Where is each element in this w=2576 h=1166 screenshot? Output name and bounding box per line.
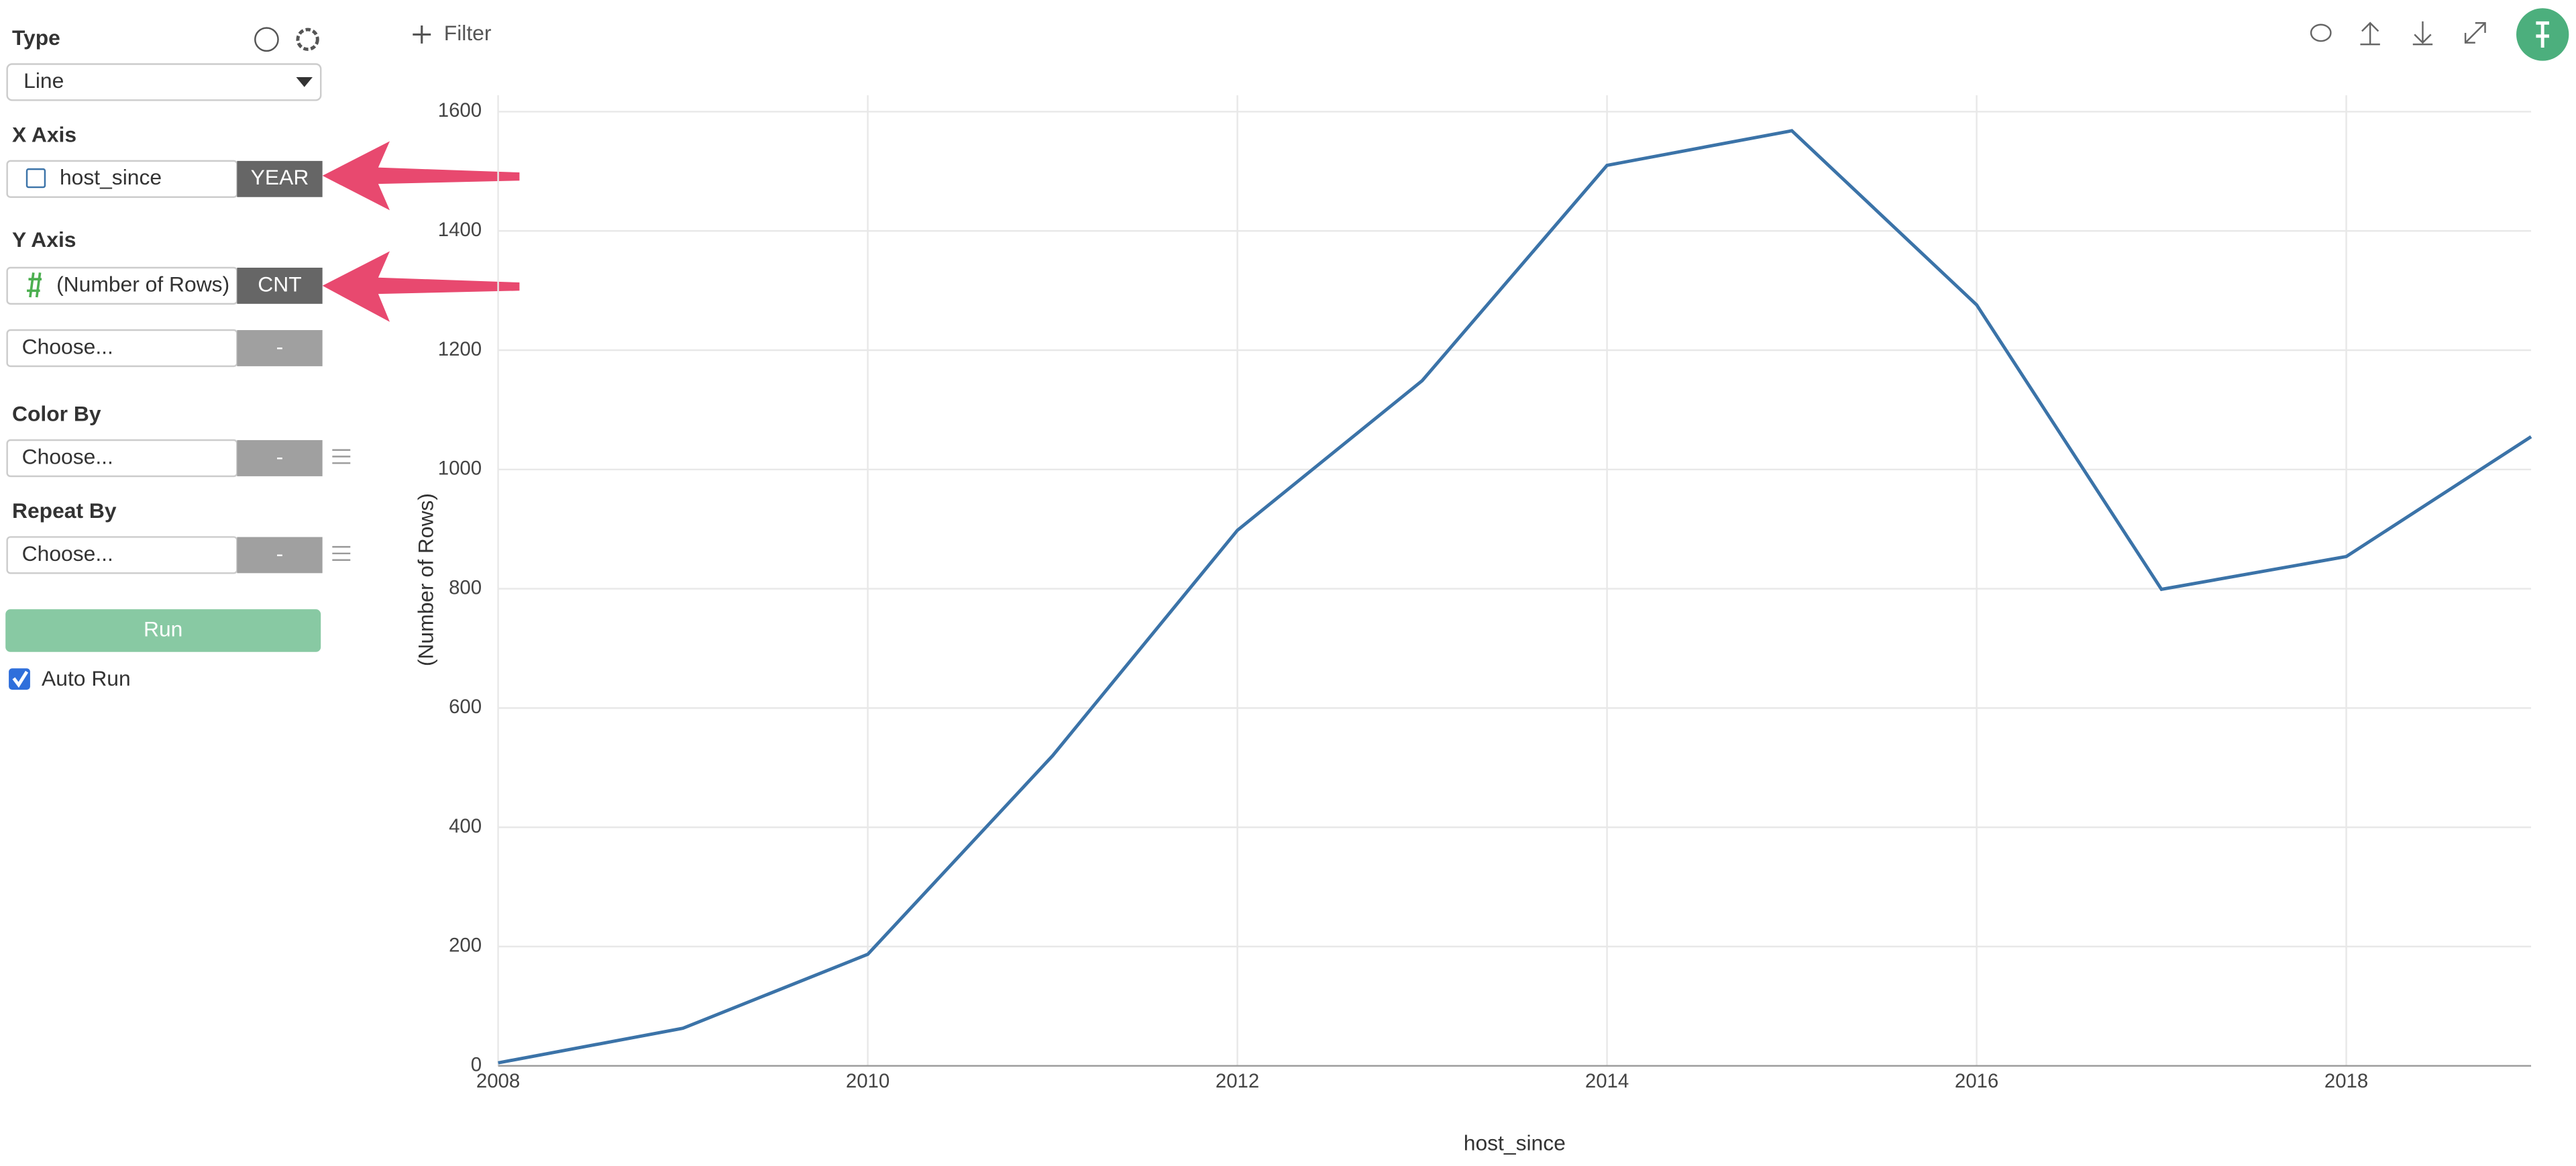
x-tick-label: 2014 [1585,1070,1629,1092]
repeat-agg-box[interactable] [237,537,323,574]
expand-icon[interactable] [2464,22,2486,44]
y-tick-label: 600 [449,696,482,718]
chart: (Number of Rows) host_since 0 200 400 600 80… [414,95,2532,1155]
download-icon[interactable] [2412,21,2433,46]
number-icon [27,272,42,298]
settings-icon[interactable] [296,28,319,51]
y-tick-label: 0 [471,1053,482,1075]
x-axis-title: host_since [1464,1131,1566,1155]
x-agg-box[interactable] [237,160,323,197]
y-tick-label: 1600 [438,99,482,121]
y-tick-label: 400 [449,815,482,837]
y2-agg-box[interactable] [237,330,323,366]
y-tick-label: 1400 [438,219,482,241]
x-tick-label: 2008 [476,1070,520,1092]
x-field: host_since [60,165,162,189]
color-by-label: Color By [12,402,101,426]
pin-icon [2536,21,2549,48]
y-tick-label: 200 [449,935,482,957]
arrow [322,141,520,211]
comment-icon[interactable] [2310,23,2332,42]
auto-run-label: Auto Run [42,666,131,690]
y-tick-label: 1000 [438,458,482,480]
upload-icon[interactable] [2360,21,2380,46]
y-field: (Number of Rows) [56,272,229,296]
y-axis-title: (Number of Rows) [414,493,438,666]
y-tick-label: 1200 [438,338,482,360]
y2-agg: - [276,334,284,358]
x-tick-label: 2018 [2324,1070,2368,1092]
x-tick-label: 2012 [1216,1070,1259,1092]
y2-placeholder: Choose... [22,334,113,358]
calendar-icon [25,168,46,189]
type-select[interactable] [6,63,322,101]
color-placeholder: Choose... [22,444,113,468]
data-line [498,129,2532,1065]
check-mark [12,670,29,688]
repeat-by-label: Repeat By [12,498,117,523]
arrow [322,251,520,322]
repeat-agg: - [276,541,284,566]
x-agg: YEAR [251,165,309,189]
help-icon[interactable] [254,27,279,52]
x-axis-label: X Axis [12,123,76,147]
y-agg-box[interactable] [237,268,323,304]
x-tick-label: 2016 [1955,1070,1998,1092]
run-label: Run [144,617,182,641]
filter-plus-icon[interactable] [413,25,431,44]
dropdown-caret [296,77,313,87]
run-button[interactable] [5,609,321,652]
color-agg: - [276,444,284,468]
y-agg: CNT [258,272,301,296]
menu-icon[interactable] [332,449,351,464]
menu-icon[interactable] [332,545,351,561]
filter-label[interactable]: Filter [444,21,492,45]
type-value: Line [23,68,64,93]
color-agg-box[interactable] [237,440,323,476]
x-tick-label: 2010 [846,1070,890,1092]
y-tick-label: 800 [449,576,482,598]
repeat-placeholder: Choose... [22,541,113,566]
y-axis-label: Y Axis [12,227,76,252]
type-label: Type [12,25,60,50]
